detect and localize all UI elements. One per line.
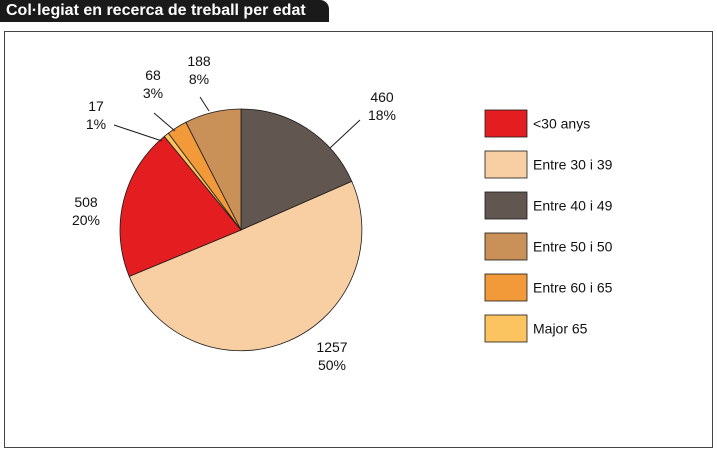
slice-percent-label-entre-40-i-49: 18% xyxy=(368,107,396,123)
legend-label-30-anys: <30 anys xyxy=(533,116,590,132)
slice-value-label-entre-30-i-39: 1257 xyxy=(316,339,347,355)
pie-slices xyxy=(119,108,363,352)
slice-percent-label-major-65: 1% xyxy=(86,116,106,132)
slice-value-label-entre-40-i-49: 460 xyxy=(370,89,394,105)
leader-line-entre-40-i-49 xyxy=(329,119,361,149)
leader-line-entre-50-i-50 xyxy=(199,96,210,112)
legend-label-entre-40-i-49: Entre 40 i 49 xyxy=(533,198,613,214)
legend-label-entre-50-i-50: Entre 50 i 50 xyxy=(533,239,613,255)
pie-slice-entre-30-i-39 xyxy=(128,180,363,352)
slice-value-label-30-anys: 508 xyxy=(74,194,98,210)
slice-percent-label-entre-60-i-65: 3% xyxy=(143,85,163,101)
chart-frame xyxy=(4,31,713,448)
leader-line-major-65 xyxy=(113,124,163,142)
leader-line-entre-60-i-65 xyxy=(153,112,176,132)
legend-label-major-65: Major 65 xyxy=(533,321,588,337)
pie-slice-entre-40-i-49 xyxy=(240,108,353,231)
slice-value-label-entre-60-i-65: 68 xyxy=(145,67,161,83)
legend-swatch-entre-50-i-50 xyxy=(484,232,528,261)
legend-swatch-entre-60-i-65 xyxy=(484,273,528,302)
legend-swatch-entre-30-i-39 xyxy=(484,150,528,179)
legend-swatch-entre-40-i-49 xyxy=(484,191,528,220)
chart-title: Col·legiat en recerca de treball per eda… xyxy=(0,0,329,22)
legend-swatch-30-anys xyxy=(484,109,528,138)
slice-percent-label-entre-50-i-50: 8% xyxy=(189,71,209,87)
leader-lines xyxy=(113,96,361,149)
pie-slice-entre-50-i-50 xyxy=(185,108,242,231)
slice-value-label-major-65: 17 xyxy=(88,98,104,114)
pie-slice-30-anys xyxy=(119,135,242,277)
slice-labels: 460 18% 1257 50% 508 20% 17 1% 68 3% 188 8% xyxy=(72,53,396,373)
slice-value-label-entre-50-i-50: 188 xyxy=(187,53,211,69)
slice-percent-label-entre-30-i-39: 50% xyxy=(318,357,346,373)
legend-label-entre-30-i-39: Entre 30 i 39 xyxy=(533,157,613,173)
legend-label-entre-60-i-65: Entre 60 i 65 xyxy=(533,280,613,296)
legend: <30 anys Entre 30 i 39 Entre 40 i 49 Entre … xyxy=(484,109,613,343)
legend-swatch-major-65 xyxy=(484,314,528,343)
slice-percent-label-30-anys: 20% xyxy=(72,212,100,228)
